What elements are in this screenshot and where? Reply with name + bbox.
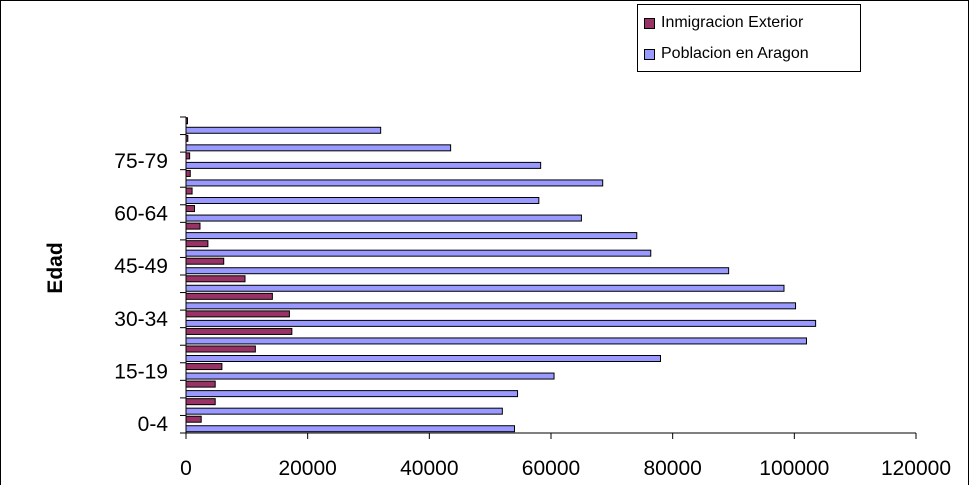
bar-poblacion-50-54	[185, 249, 652, 257]
y-tick-label-30-34: 30-34	[114, 308, 168, 331]
x-tick-label-0: 0	[180, 457, 192, 480]
bar-poblacion-65-69	[185, 197, 540, 204]
bar-poblacion-55-59	[185, 232, 638, 240]
y-tick-label-15-19: 15-19	[114, 361, 168, 384]
bar-inmigracion-60-64	[185, 205, 196, 213]
bar-poblacion-70-74	[185, 179, 604, 187]
bar-inmigracion-5-9	[185, 398, 216, 406]
bar-poblacion-15-19	[185, 372, 555, 380]
bar-poblacion-20-24	[185, 355, 661, 362]
legend: Inmigracion Exterior Poblacion en Aragon	[637, 4, 861, 72]
bar-poblacion-85+	[185, 126, 382, 134]
x-tick-label-40000: 40000	[400, 457, 458, 480]
bar-inmigracion-10-14	[185, 380, 216, 388]
bar-poblacion-25-29	[185, 337, 807, 345]
bar-poblacion-60-64	[185, 214, 582, 222]
legend-swatch-inmigracion	[644, 17, 655, 29]
bar-inmigracion-0-4	[185, 415, 202, 423]
bar-inmigracion-70-74	[185, 169, 191, 177]
bar-poblacion-5-9	[185, 407, 503, 415]
bar-inmigracion-75-79	[185, 152, 191, 160]
legend-item-poblacion: Poblacion en Aragon	[644, 43, 809, 65]
plot-area: 0-4 15-19 30-34 45-49 60-64 75-79 0 20000 40000 6…	[114, 116, 951, 480]
bar-poblacion-80-84	[185, 144, 452, 152]
bar-poblacion-75-79	[185, 161, 542, 169]
bar-inmigracion-55-59	[185, 222, 201, 230]
legend-label-inmigracion: Inmigracion Exterior	[661, 14, 804, 31]
bar-inmigracion-35-39	[185, 292, 273, 300]
bar-inmigracion-50-54	[185, 240, 209, 248]
bar-inmigracion-65-69	[185, 187, 193, 195]
legend-swatch-poblacion	[644, 48, 655, 60]
x-tick-label-60000: 60000	[522, 457, 580, 480]
x-tick-label-80000: 80000	[643, 457, 701, 480]
bar-poblacion-10-14	[185, 390, 519, 398]
bar-inmigracion-20-24	[185, 345, 256, 353]
x-tick-label-120000: 120000	[881, 457, 951, 480]
bar-poblacion-45-49	[185, 267, 730, 275]
y-tick-label-0-4: 0-4	[138, 413, 169, 436]
y-tick-label-60-64: 60-64	[114, 203, 168, 226]
bar-poblacion-40-44	[185, 284, 785, 292]
bar-inmigracion-45-49	[185, 257, 225, 265]
bar-inmigracion-15-19	[185, 363, 223, 371]
x-tick-label-20000: 20000	[278, 457, 336, 480]
x-tick-label-100000: 100000	[759, 457, 829, 480]
bar-poblacion-0-4	[185, 425, 515, 433]
bar-poblacion-30-34	[185, 319, 817, 327]
y-tick-label-75-79: 75-79	[114, 150, 168, 173]
legend-item-inmigracion: Inmigracion Exterior	[644, 12, 803, 34]
bar-poblacion-35-39	[185, 302, 797, 310]
y-tick-label-45-49: 45-49	[114, 255, 168, 278]
bar-inmigracion-25-29	[185, 327, 293, 335]
bar-inmigracion-30-34	[185, 310, 290, 318]
y-axis-title: Edad	[44, 242, 67, 293]
bar-inmigracion-40-44	[185, 275, 246, 283]
legend-label-poblacion: Poblacion en Aragon	[661, 45, 809, 62]
